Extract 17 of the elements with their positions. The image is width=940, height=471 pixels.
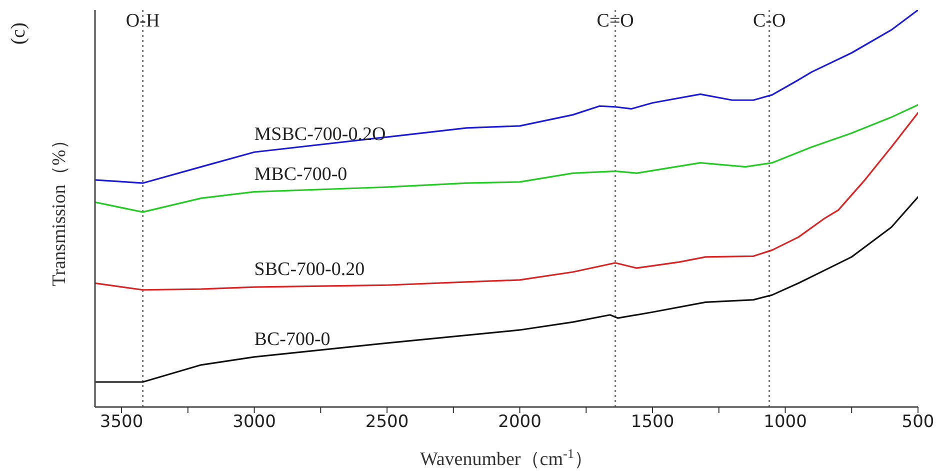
- x-tick-label: 3500: [100, 412, 144, 432]
- ref-line-label: O-H: [126, 10, 160, 32]
- x-tick-label: 1500: [630, 412, 674, 432]
- x-tick-label: 1000: [764, 412, 807, 432]
- x-tick-label: 2000: [498, 412, 542, 432]
- text: (c): [8, 22, 31, 45]
- series-label: SBC-700-0.20: [254, 259, 365, 280]
- ref-line-label: C-O: [752, 10, 786, 32]
- series-label: BC-700-0: [254, 328, 330, 350]
- x-tick-label: 3000: [232, 412, 276, 432]
- x-axis-title: Wavenumber（cm$^{-1}$）: [420, 446, 594, 470]
- x-tick-label: 500: [902, 412, 934, 432]
- ref-line-label: C=O: [596, 10, 634, 32]
- series-label: MSBC-700-0.2O: [254, 124, 386, 146]
- y-axis-title: Transmission（%）: [49, 130, 70, 286]
- series-label: MBC-700-0: [254, 164, 348, 185]
- x-tick-label: 2500: [365, 412, 409, 432]
